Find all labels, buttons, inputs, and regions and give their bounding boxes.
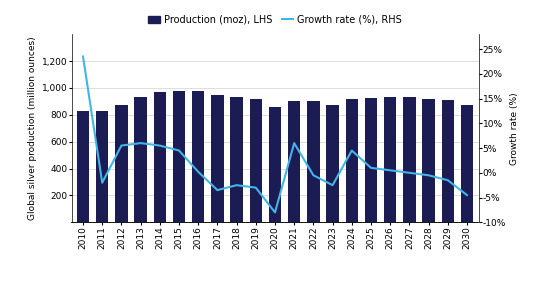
Bar: [77, 111, 89, 222]
Bar: [153, 92, 166, 222]
Bar: [307, 101, 320, 222]
Bar: [365, 98, 377, 222]
Y-axis label: Global silver production (million ounces): Global silver production (million ounces…: [29, 36, 37, 220]
Bar: [461, 105, 473, 222]
Bar: [192, 91, 205, 222]
Bar: [288, 101, 300, 222]
Bar: [173, 91, 185, 222]
Bar: [115, 105, 128, 222]
Bar: [211, 95, 224, 222]
Bar: [442, 100, 454, 222]
Bar: [134, 97, 147, 222]
Bar: [422, 99, 435, 222]
Bar: [326, 105, 339, 222]
Y-axis label: Growth rate (%): Growth rate (%): [510, 92, 519, 164]
Bar: [250, 99, 262, 222]
Bar: [230, 97, 243, 222]
Bar: [384, 97, 397, 222]
Bar: [269, 107, 281, 222]
Bar: [96, 111, 108, 222]
Bar: [403, 97, 416, 222]
Legend: Production (moz), LHS, Growth rate (%), RHS: Production (moz), LHS, Growth rate (%), …: [148, 15, 402, 25]
Bar: [345, 99, 358, 222]
